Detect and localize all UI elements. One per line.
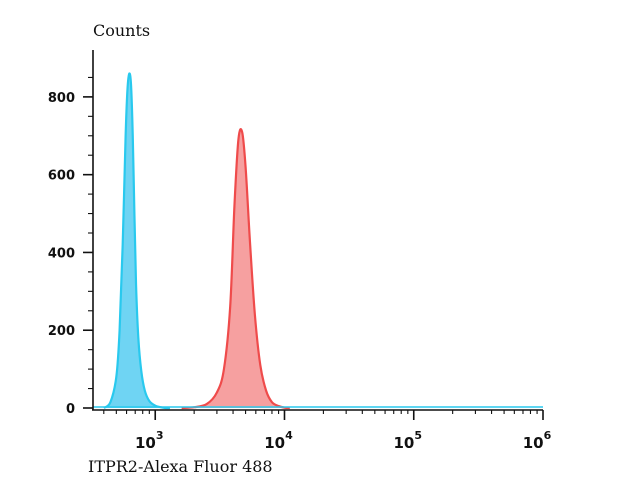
y-tick-label: 200 [48, 324, 75, 339]
series-2-line [181, 128, 290, 410]
y-tick-label: 400 [48, 246, 75, 261]
x-axis-label: ITPR2-Alexa Fluor 488 [88, 457, 273, 476]
y-tick-label: 800 [48, 91, 75, 106]
series-1-line [103, 72, 170, 410]
series-layer [93, 72, 543, 410]
y-tick-label: 0 [66, 402, 75, 417]
y-tick-label: 600 [48, 169, 75, 184]
x-tick-label: 104 [264, 429, 293, 452]
x-tick-label: 106 [523, 429, 552, 452]
series-2-area [181, 129, 290, 408]
chart-title: Counts [93, 21, 150, 40]
x-tick-label: 105 [393, 429, 422, 452]
axes-layer: 0 200 400 600 800 103 104 105 106 [48, 50, 552, 452]
series-1-area [103, 73, 170, 408]
x-tick-label: 103 [135, 429, 164, 452]
